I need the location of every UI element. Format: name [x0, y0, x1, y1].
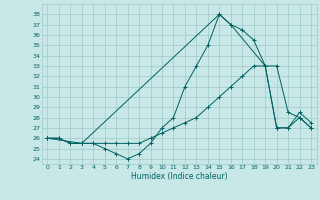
- X-axis label: Humidex (Indice chaleur): Humidex (Indice chaleur): [131, 172, 228, 181]
